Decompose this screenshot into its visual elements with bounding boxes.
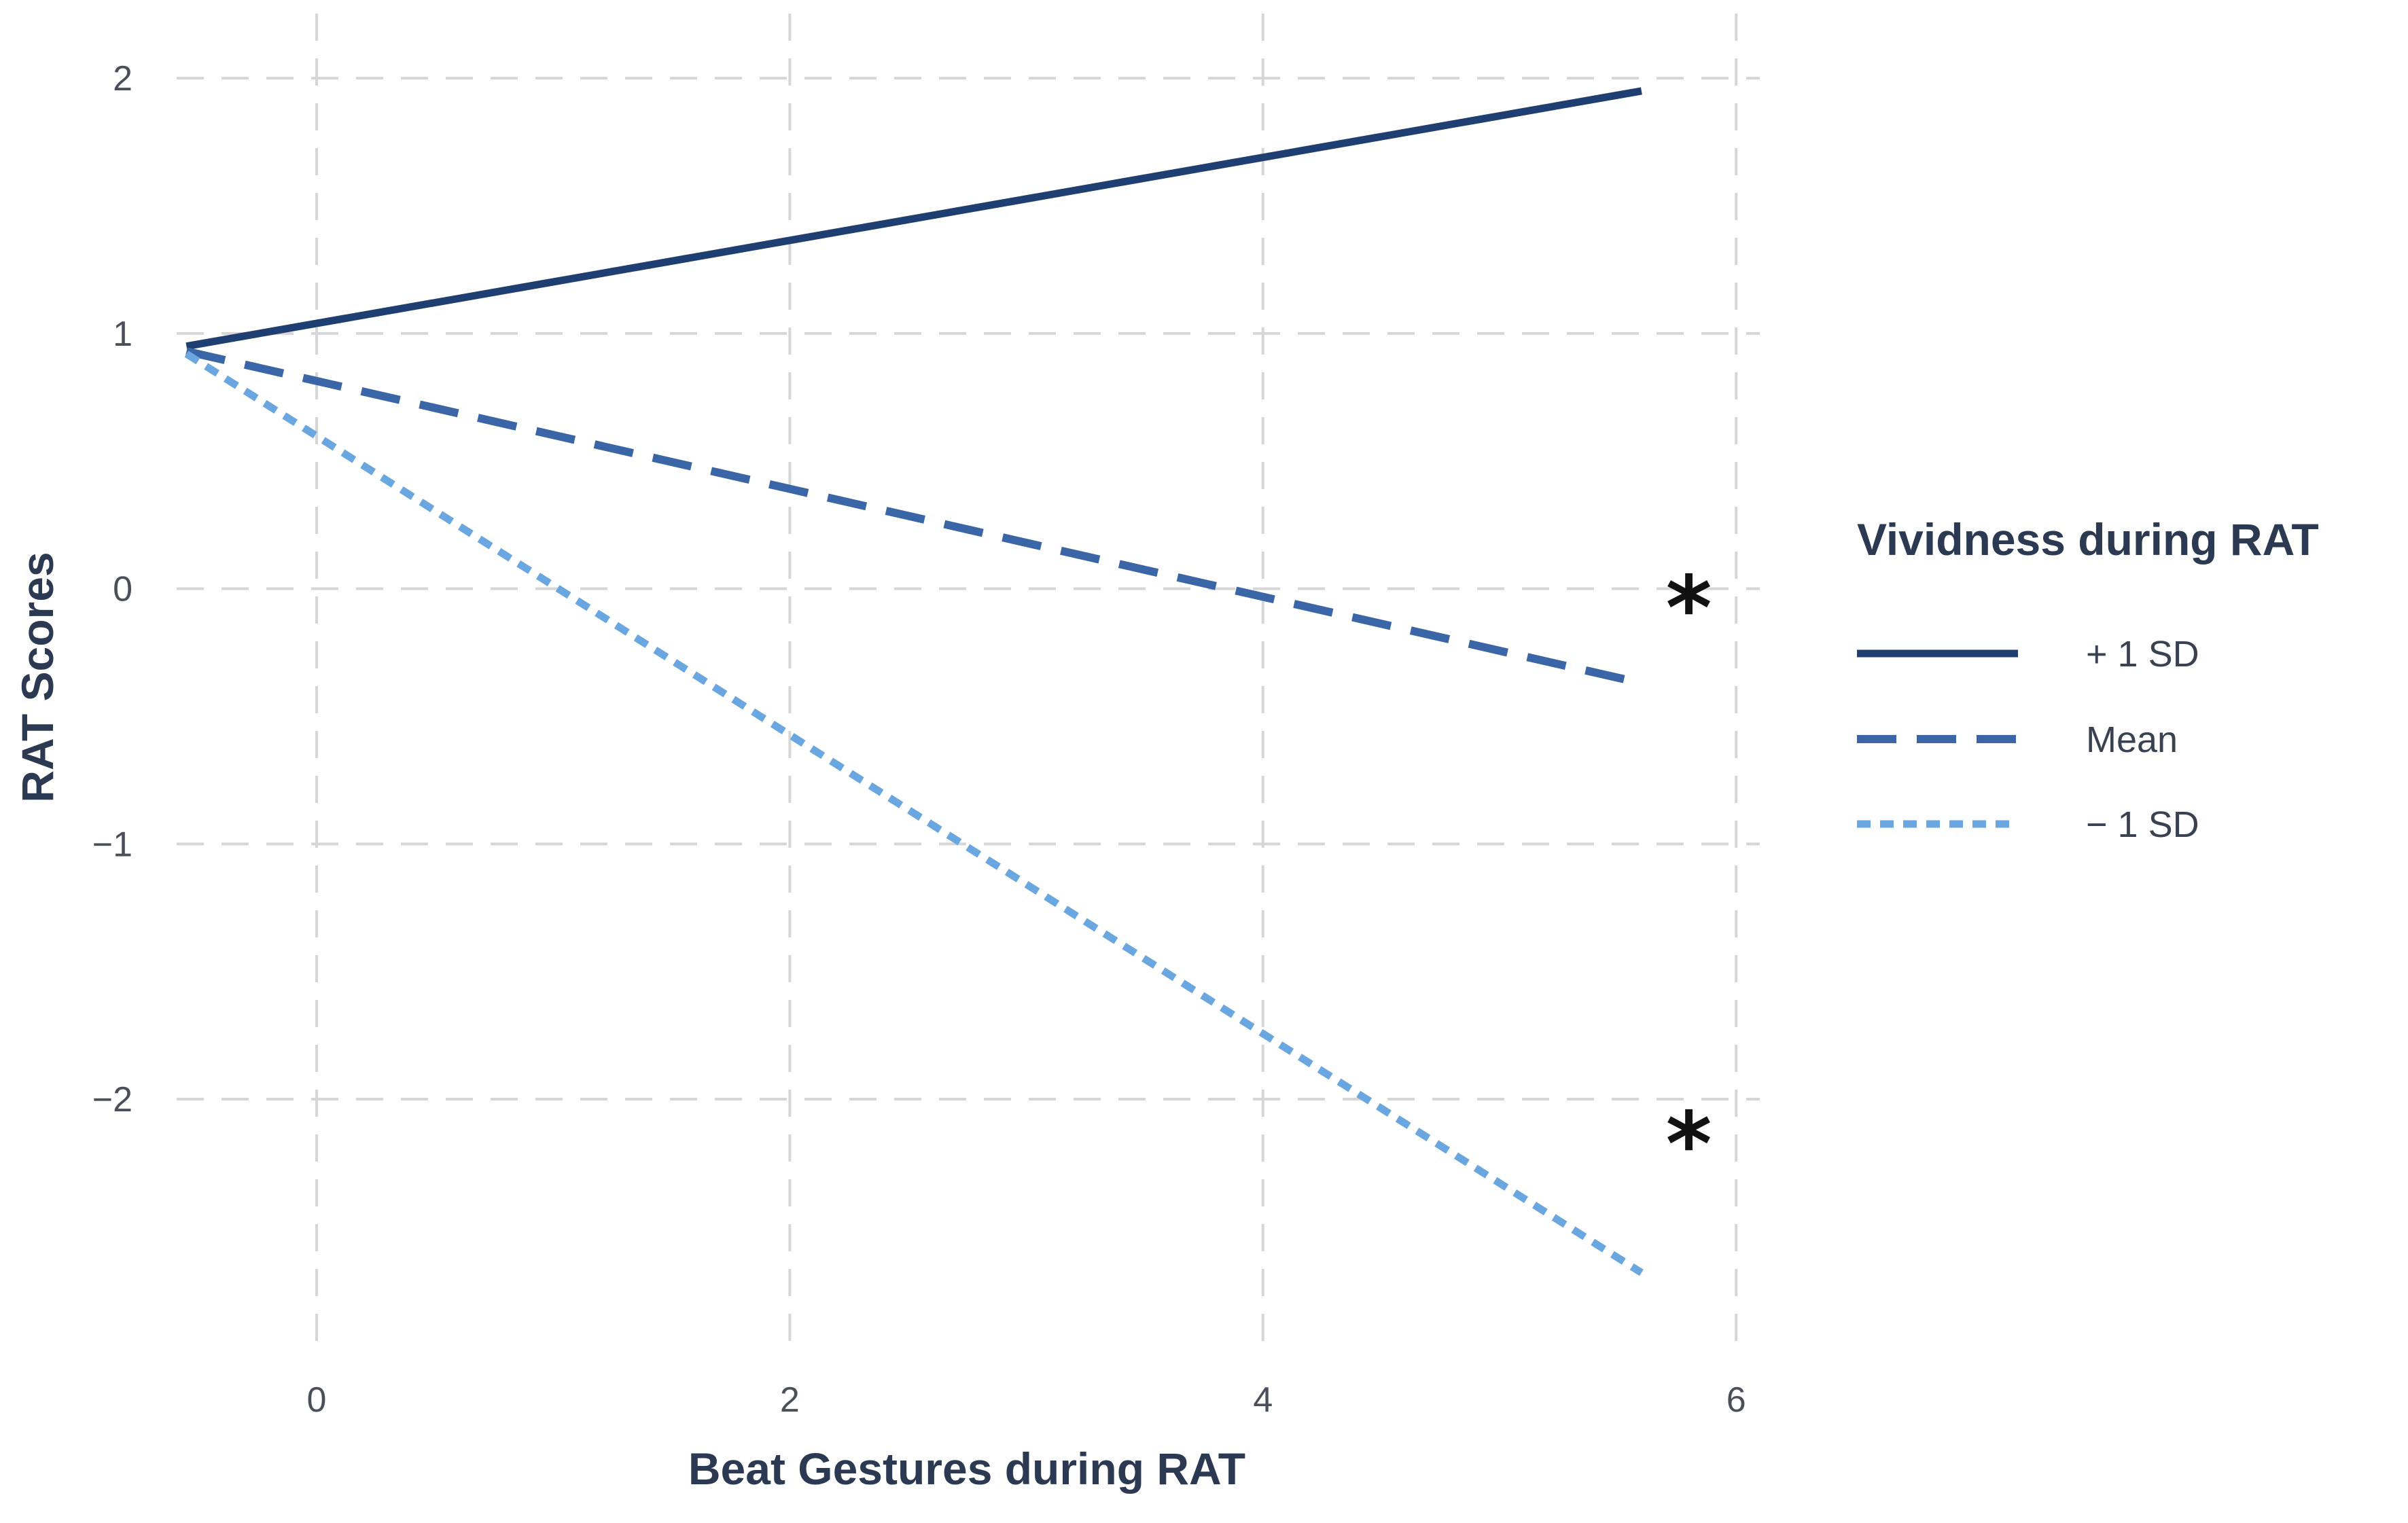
x-tick-label: 6 <box>1727 1380 1746 1420</box>
legend-title: Vividness during RAT <box>1857 514 2319 565</box>
x-axis-title: Beat Gestures during RAT <box>688 1444 1245 1494</box>
significance-marker: * <box>1666 556 1712 660</box>
legend-items: + 1 SD Mean − 1 SD <box>1857 634 2199 845</box>
x-tick-label: 4 <box>1253 1380 1273 1420</box>
y-tick-label: 1 <box>113 315 132 354</box>
y-axis-title: RAT Scores <box>12 552 63 802</box>
y-tick-label: 0 <box>113 570 132 609</box>
x-tick-label: 0 <box>307 1380 327 1420</box>
annotations: ** <box>1666 556 1712 1196</box>
significance-marker: * <box>1666 1092 1712 1196</box>
legend-label: + 1 SD <box>2086 634 2199 675</box>
legend: Vividness during RAT + 1 SD Mean − 1 SD <box>1857 514 2319 845</box>
grid <box>177 14 1760 1342</box>
legend-label: − 1 SD <box>2086 804 2199 845</box>
series-line <box>184 351 1644 1276</box>
series-line <box>185 87 1642 351</box>
series-line <box>185 347 1643 687</box>
legend-label: Mean <box>2086 719 2178 760</box>
x-tick-label: 2 <box>780 1380 800 1420</box>
y-tick-label: −2 <box>92 1080 132 1119</box>
y-tick-label: 2 <box>113 59 132 98</box>
series-lines <box>184 87 1644 1276</box>
y-tick-label: −1 <box>92 825 132 864</box>
tick-labels: 0 2 4 6 2 1 0 −1 −2 <box>92 59 1746 1420</box>
